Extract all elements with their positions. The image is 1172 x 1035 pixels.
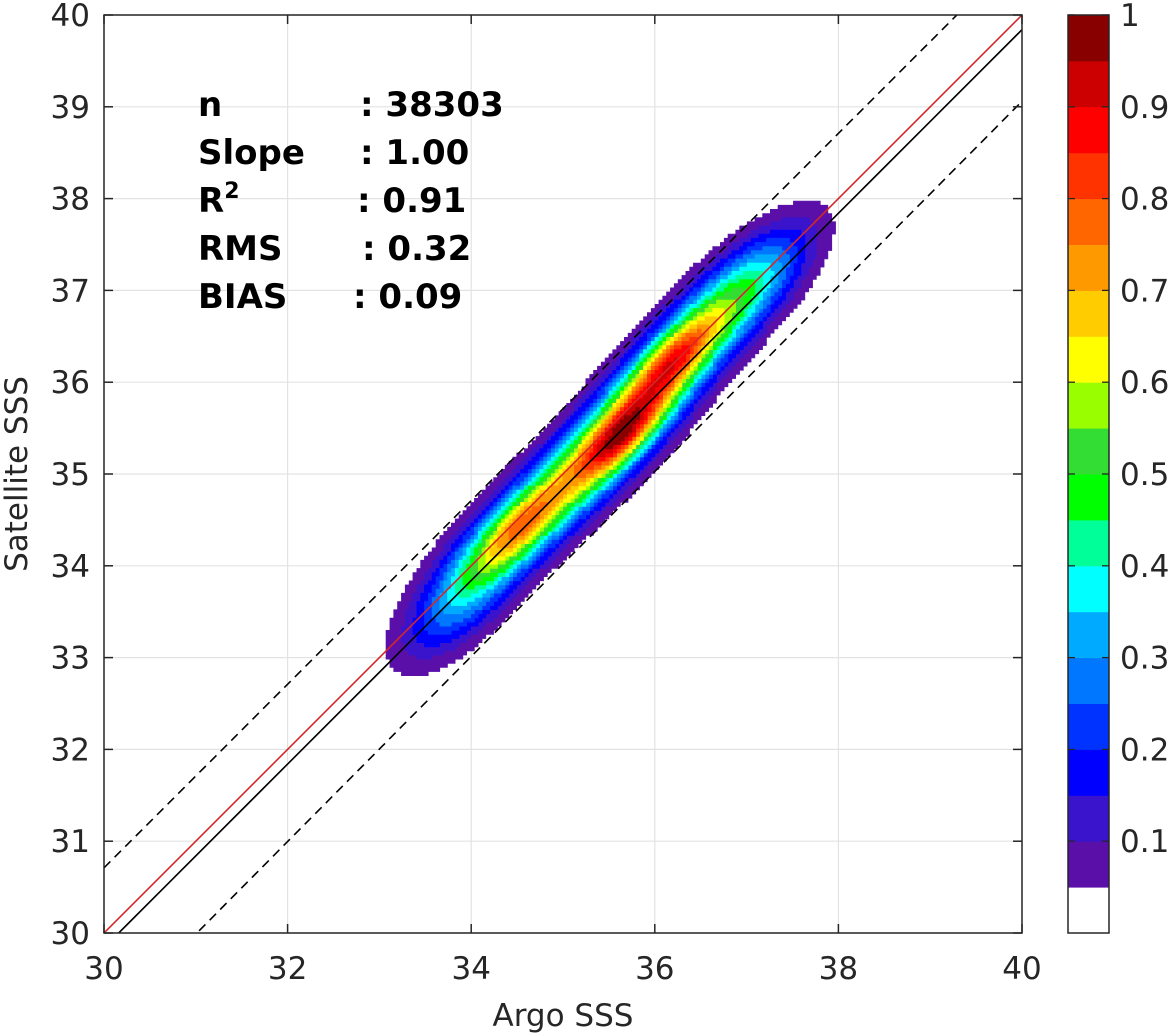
- regression-line: [117, 29, 1022, 933]
- y-tick-label: 39: [51, 90, 90, 126]
- colorbar-tick-label: 0.6: [1120, 365, 1169, 401]
- x-tick-label: 38: [819, 951, 858, 987]
- stat-value: : 0.32: [362, 229, 471, 269]
- colorbar-segment: [1068, 244, 1109, 291]
- colorbar-segment: [1068, 428, 1109, 475]
- colorbar-tick-label: 0.1: [1120, 824, 1169, 860]
- stat-label-text: R: [198, 181, 224, 221]
- colorbar-segment: [1068, 657, 1109, 704]
- colorbar-tick-label: 0.3: [1120, 641, 1169, 677]
- colorbar-tick-label: 1: [1120, 0, 1140, 34]
- statistics-box: n : 38303 Slope : 1.00 R2 : 0.91 RMS : 0.32 BIAS…: [198, 85, 504, 317]
- y-tick-label: 31: [51, 824, 90, 860]
- colorbar-segment: [1068, 611, 1109, 659]
- y-tick-label: 34: [51, 549, 90, 585]
- density-contours: [385, 200, 836, 676]
- stat-value: : 0.09: [353, 277, 462, 317]
- x-tick-label: 34: [451, 951, 490, 987]
- stat-label: n: [198, 85, 222, 125]
- colorbar-tick-labels: 0.1 0.2 0.3 0.4 0.5 0.6 0.7 0.8 0.9 1: [1120, 0, 1169, 860]
- colorbar-tick-label: 0.8: [1120, 182, 1169, 218]
- colorbar-segment: [1068, 198, 1109, 245]
- colorbar-segment: [1068, 749, 1109, 796]
- colorbar-segment: [1068, 382, 1109, 429]
- colorbar-segment: [1068, 565, 1109, 613]
- colorbar-segment: [1068, 703, 1109, 750]
- colorbar-segment: [1068, 519, 1109, 567]
- stat-value: : 38303: [360, 85, 504, 125]
- stat-value: : 0.91: [357, 181, 466, 221]
- y-tick-labels: 30 31 32 33 34 35 36 37 38 39 40: [51, 0, 90, 952]
- stat-label: Slope: [198, 133, 305, 173]
- y-axis-label: Satellite SSS: [0, 376, 35, 572]
- reference-lines: [104, 15, 1022, 933]
- upper-bound-line: [104, 15, 958, 869]
- y-tick-label: 38: [51, 182, 90, 218]
- y-tick-label: 30: [51, 916, 90, 952]
- stat-label: BIAS: [198, 277, 287, 317]
- colorbar-segment: [1068, 841, 1109, 888]
- colorbar: [1067, 14, 1110, 934]
- y-tick-label: 33: [51, 641, 90, 677]
- x-tick-label: 36: [635, 951, 674, 987]
- x-tick-label: 32: [268, 951, 307, 987]
- axis-ticks: [103, 14, 1023, 934]
- y-tick-label: 32: [51, 732, 90, 768]
- stat-label: RMS: [198, 229, 283, 269]
- colorbar-tick-label: 0.9: [1120, 90, 1169, 126]
- colorbar-segment: [1068, 106, 1109, 154]
- grid-lines: [103, 14, 1023, 934]
- y-tick-label: 35: [51, 457, 90, 493]
- y-tick-label: 37: [51, 273, 90, 309]
- stat-superscript: 2: [224, 179, 239, 204]
- x-tick-label: 40: [1002, 951, 1041, 987]
- colorbar-segment: [1068, 290, 1109, 337]
- y-tick-label: 40: [51, 0, 90, 34]
- stat-label-text: RMS: [198, 229, 283, 269]
- one-to-one-line: [104, 15, 1022, 933]
- x-tick-label: 30: [84, 951, 123, 987]
- colorbar-tick-label: 0.2: [1120, 732, 1169, 768]
- stat-label-text: BIAS: [198, 277, 287, 317]
- colorbar-tick-label: 0.5: [1120, 457, 1169, 493]
- y-tick-label: 36: [51, 365, 90, 401]
- colorbar-segment: [1068, 15, 1109, 62]
- x-axis-label: Argo SSS: [493, 998, 634, 1034]
- colorbar-segment: [1068, 474, 1109, 521]
- stat-label-text: Slope: [198, 133, 305, 173]
- stat-label-text: n: [198, 85, 222, 125]
- lower-bound-line: [195, 100, 1022, 933]
- x-tick-labels: 30 32 34 36 38 40: [84, 951, 1041, 987]
- colorbar-segment: [1068, 60, 1109, 108]
- colorbar-tick-label: 0.4: [1120, 549, 1169, 585]
- colorbar-segment: [1068, 887, 1109, 934]
- colorbar-segment: [1068, 336, 1109, 383]
- colorbar-segment: [1068, 152, 1109, 200]
- colorbar-tick-label: 0.7: [1120, 273, 1169, 309]
- colorbar-segment: [1068, 795, 1109, 842]
- stat-value: : 1.00: [360, 133, 469, 173]
- stat-label: R2: [198, 179, 240, 221]
